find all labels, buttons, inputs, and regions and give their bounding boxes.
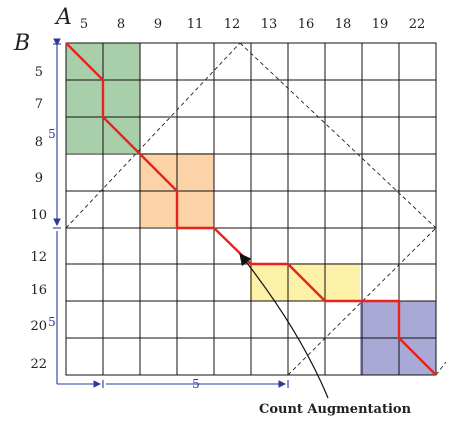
row-label: 7: [35, 97, 43, 112]
row-label: 22: [30, 357, 47, 372]
column-label: 5: [80, 17, 88, 32]
axis-a-label: A: [54, 5, 72, 30]
column-label: 8: [117, 17, 125, 32]
dim-left-upper-label: 5: [48, 127, 56, 141]
dimension-markers: [53, 38, 289, 388]
row-label: 5: [35, 65, 43, 80]
annotation-label: Count Augmentation: [259, 402, 412, 417]
annotation-arrow: [239, 253, 329, 399]
row-label: 20: [30, 319, 47, 334]
band-top-diagonal: [244, 43, 440, 230]
diagonal-band-lines: [65, 42, 447, 376]
band-dashed-a: [65, 42, 241, 229]
band-upper-diagonal: [239, 42, 437, 229]
row-label: 16: [30, 283, 47, 298]
row-label: 9: [35, 171, 43, 186]
row-labels: 5 7 8 9 10 12 16 20 22: [30, 65, 47, 372]
axis-b-label: B: [13, 31, 30, 56]
column-label: 22: [409, 17, 426, 32]
column-label: 12: [224, 17, 241, 32]
column-label: 16: [298, 17, 315, 32]
alignment-path: [65, 42, 437, 376]
dim-left-lower-label: 5: [48, 315, 56, 329]
column-label: 18: [335, 17, 352, 32]
dim-bottom-label: 5: [192, 377, 200, 391]
row-label: 10: [30, 208, 47, 223]
column-label: 11: [187, 17, 204, 32]
column-label: 9: [154, 17, 162, 32]
column-label: 13: [261, 17, 278, 32]
column-label: 19: [372, 17, 389, 32]
row-label: 12: [30, 250, 47, 265]
column-labels: 5 8 9 11 12 13 16 18 19 22: [80, 17, 425, 32]
row-label: 8: [35, 135, 43, 150]
band-dashed-d: [435, 361, 447, 376]
